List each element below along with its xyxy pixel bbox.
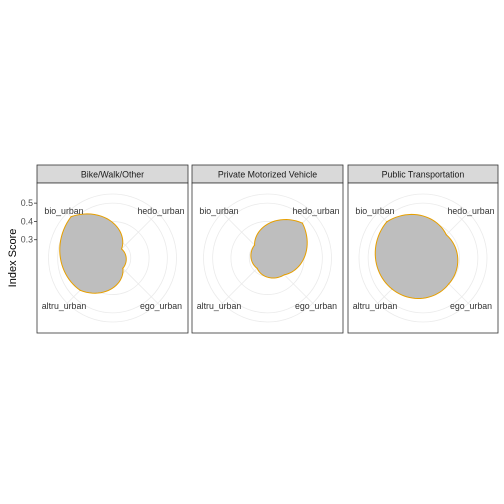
data-point-ego_urban: [448, 283, 450, 285]
axis-label-ego_urban: ego_urban: [140, 301, 182, 311]
axis-label-ego_urban: ego_urban: [450, 301, 492, 311]
axis-label-hedo_urban: hedo_urban: [138, 206, 185, 216]
y-axis-title: Index Score: [7, 229, 19, 288]
axis-label-hedo_urban: hedo_urban: [293, 206, 340, 216]
data-point-hedo_urban: [301, 222, 304, 224]
data-point-ego_urban: [122, 267, 124, 269]
data-point-altru_urban: [391, 288, 393, 290]
grid-circle-outer: [358, 193, 488, 323]
data-point-ego_urban: [283, 274, 285, 276]
y-tick-label: 0.3: [21, 235, 33, 245]
facet-title: Bike/Walk/Other: [81, 170, 144, 180]
grid-circle-outer: [48, 193, 177, 323]
axis-label-bio_urban: bio_urban: [44, 206, 83, 216]
axis-label-altru_urban: altru_urban: [197, 301, 242, 311]
grid-circle: [367, 202, 479, 314]
data-point-bio_urban: [70, 216, 72, 218]
axis-label-bio_urban: bio_urban: [199, 206, 238, 216]
axis-label-altru_urban: altru_urban: [42, 301, 87, 311]
grid-circle: [57, 202, 168, 314]
data-point-bio_urban: [253, 244, 256, 246]
axis-label-bio_urban: bio_urban: [355, 206, 394, 216]
grid-circle: [212, 202, 323, 314]
data-point-hedo_urban: [120, 248, 123, 250]
data-point-altru_urban: [256, 267, 258, 269]
axis-label-ego_urban: ego_urban: [295, 301, 337, 311]
facet-title: Public Transportation: [382, 170, 465, 180]
y-tick-label: 0.4: [21, 216, 33, 226]
data-point-bio_urban: [386, 221, 388, 223]
grid-circle-outer: [203, 193, 332, 323]
facet-title: Private Motorized Vehicle: [218, 170, 317, 180]
data-point-hedo_urban: [445, 234, 447, 236]
axis-label-altru_urban: altru_urban: [353, 301, 398, 311]
axis-label-hedo_urban: hedo_urban: [448, 206, 495, 216]
y-tick-label: 0.5: [21, 198, 33, 208]
data-point-altru_urban: [79, 289, 81, 291]
